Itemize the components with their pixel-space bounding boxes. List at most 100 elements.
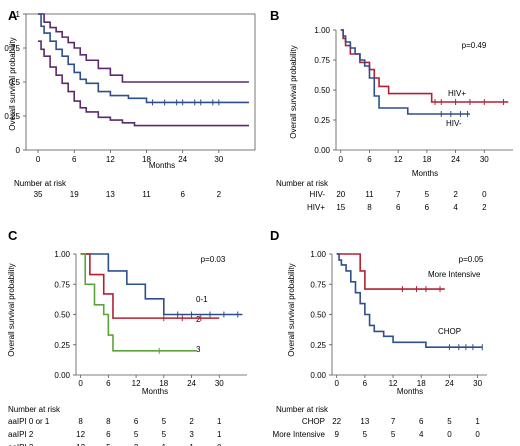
- panel-d-xlabel: Months: [397, 387, 423, 396]
- y-tick-label: 0.50: [314, 86, 330, 95]
- risk-value: 0: [447, 430, 452, 439]
- risk-value: 7: [391, 417, 396, 426]
- risk-value: 12: [76, 430, 85, 439]
- y-tick-label: 0.75: [310, 280, 326, 289]
- risk-value: 13: [106, 190, 115, 199]
- risk-value: 0: [217, 443, 222, 446]
- risk-value: 4: [453, 203, 458, 212]
- panel-c-risk-title: Number at risk: [8, 405, 61, 414]
- risk-value: 6: [425, 203, 430, 212]
- y-tick-label: 1.00: [54, 250, 70, 259]
- panel-b-xlabel: Months: [412, 169, 438, 178]
- y-tick-label: 0.25: [314, 116, 330, 125]
- risk-value: 6: [180, 190, 185, 199]
- y-tick-label: 0.25: [54, 341, 70, 350]
- y-tick-label: 1.00: [314, 26, 330, 35]
- x-tick-label: 12: [394, 155, 403, 164]
- panel-b-legend-hivpos: HIV+: [448, 89, 466, 98]
- risk-row-label: More Intensive: [273, 430, 326, 439]
- risk-value: 22: [332, 417, 341, 426]
- risk-value: 9: [334, 430, 339, 439]
- panel-c-ylabel: Overall survival probability: [7, 263, 16, 356]
- panel-a-plot: 0 0.25 0.5 0.75 1 0 6 12 18 24 30 35 19 13 11 6 2: [4, 10, 256, 199]
- panel-d-risk-title: Number at risk: [276, 405, 329, 414]
- x-tick-label: 6: [72, 155, 77, 164]
- y-tick-label: 0.75: [54, 280, 70, 289]
- x-tick-label: 6: [106, 379, 111, 388]
- risk-value: 0: [482, 190, 487, 199]
- x-tick-label: 18: [159, 379, 168, 388]
- risk-value: 1: [189, 443, 194, 446]
- risk-value: 2: [189, 417, 194, 426]
- panel-c: C Overall survival probability Months p=…: [7, 228, 247, 446]
- risk-value: 5: [363, 430, 368, 439]
- risk-value: 5: [106, 443, 111, 446]
- risk-value: 5: [447, 417, 452, 426]
- y-tick-label: 0.75: [4, 44, 20, 53]
- risk-row-label: aaIPI 0 or 1: [8, 417, 50, 426]
- y-tick-label: 0.00: [314, 146, 330, 155]
- risk-value: 6: [396, 203, 401, 212]
- y-tick-label: 0: [16, 146, 21, 155]
- survival-curve-1: [336, 253, 483, 348]
- risk-value: 2: [217, 190, 222, 199]
- x-tick-label: 18: [142, 155, 151, 164]
- y-tick-label: 0.25: [4, 112, 20, 121]
- risk-value: 5: [162, 417, 167, 426]
- survival-curve-0: [336, 253, 445, 290]
- risk-row-label: CHOP: [302, 417, 325, 426]
- y-tick-label: 1.00: [310, 250, 326, 259]
- panel-d: D Overall survival probability Months p=…: [270, 228, 487, 439]
- survival-curve-1: [80, 253, 220, 319]
- risk-value: 2: [482, 203, 487, 212]
- risk-value: 8: [367, 203, 372, 212]
- risk-value: 35: [34, 190, 43, 199]
- risk-value: 1: [475, 417, 480, 426]
- panel-b-ylabel: Overall survival probability: [289, 45, 298, 138]
- panel-a-xlabel: Months: [149, 161, 175, 170]
- y-tick-label: 0.5: [9, 78, 21, 87]
- panel-d-pvalue: p=0.05: [459, 255, 484, 264]
- x-tick-label: 24: [187, 379, 196, 388]
- survival-curve-1: [38, 13, 249, 104]
- panel-a-ylabel: Overall survival probability: [8, 37, 17, 130]
- panel-b-pvalue: p=0.49: [462, 41, 487, 50]
- panel-a: A Overall survival probability Months Nu…: [4, 8, 256, 199]
- risk-row-label: aaIPI 3: [8, 443, 34, 446]
- panel-d-letter: D: [270, 228, 279, 243]
- survival-curve-0: [38, 13, 249, 83]
- x-tick-label: 30: [473, 379, 482, 388]
- panel-a-letter: A: [8, 8, 18, 23]
- x-tick-label: 30: [480, 155, 489, 164]
- risk-value: 11: [142, 190, 151, 199]
- panel-d-plot: 0.00 0.25 0.50 0.75 1.00 0 6 12 18 24 30 CHOP 22 13 7 6…: [273, 250, 487, 439]
- risk-value: 1: [217, 417, 222, 426]
- risk-value: 12: [76, 443, 85, 446]
- risk-value: 20: [336, 190, 345, 199]
- panel-d-ylabel: Overall survival probability: [287, 263, 296, 356]
- y-tick-label: 0.75: [314, 56, 330, 65]
- x-tick-label: 0: [36, 155, 41, 164]
- risk-value: 19: [70, 190, 79, 199]
- risk-value: 5: [134, 430, 139, 439]
- x-tick-label: 0: [339, 155, 344, 164]
- panel-c-pvalue: p=0.03: [201, 255, 226, 264]
- risk-row-label: HIV-: [309, 190, 325, 199]
- risk-value: 5: [162, 430, 167, 439]
- panel-b-legend-hivneg: HIV-: [446, 119, 462, 128]
- panel-c-legend-2: 2: [196, 315, 201, 324]
- panel-c-letter: C: [8, 228, 18, 243]
- y-tick-label: 0.25: [310, 341, 326, 350]
- x-tick-label: 12: [106, 155, 115, 164]
- risk-value: 0: [475, 430, 480, 439]
- x-tick-label: 24: [451, 155, 460, 164]
- y-tick-label: 1: [16, 10, 21, 19]
- x-tick-label: 24: [178, 155, 187, 164]
- x-tick-label: 0: [78, 379, 83, 388]
- panel-c-legend-01: 0-1: [196, 295, 208, 304]
- risk-value: 4: [419, 430, 424, 439]
- survival-curve-2: [38, 40, 249, 127]
- panel-d-legend-intensive: More Intensive: [428, 270, 481, 279]
